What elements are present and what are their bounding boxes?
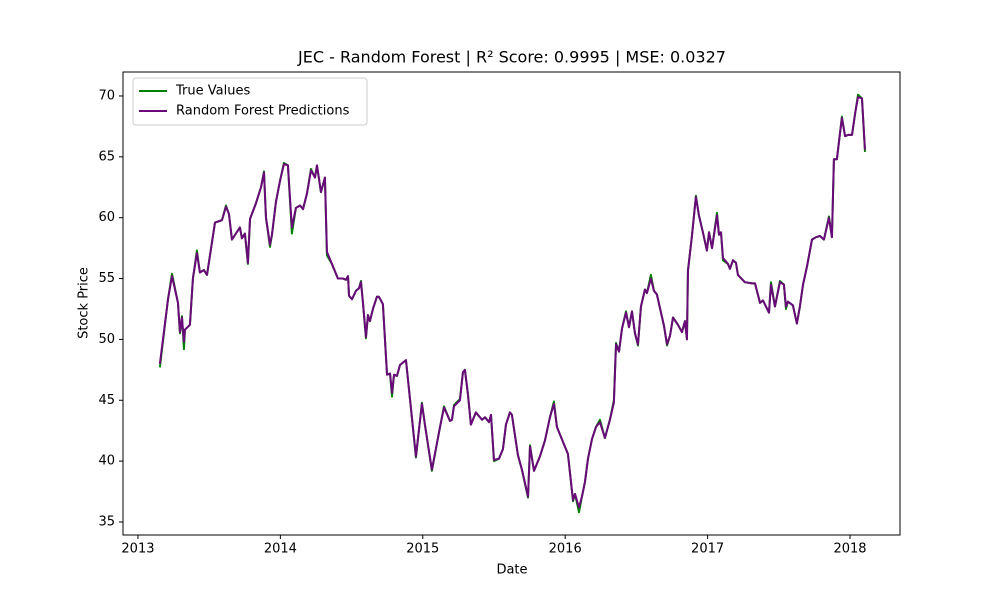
legend-box bbox=[132, 77, 368, 126]
legend-label: True Values bbox=[175, 84, 250, 99]
x-tick-label: 2014 bbox=[264, 542, 297, 557]
y-tick-label: 70 bbox=[98, 88, 115, 103]
x-tick-label: 2016 bbox=[549, 542, 582, 557]
x-axis-label: Date bbox=[496, 563, 527, 578]
x-tick-label: 2018 bbox=[833, 542, 866, 557]
x-tick-label: 2017 bbox=[691, 542, 724, 557]
y-tick-label: 35 bbox=[98, 514, 115, 529]
legend: True Values Random Forest Predictions bbox=[132, 77, 368, 126]
y-tick-label: 55 bbox=[98, 271, 115, 286]
legend-label: Random Forest Predictions bbox=[176, 104, 350, 119]
plot-frame bbox=[122, 71, 901, 536]
chart-title: JEC - Random Forest | R² Score: 0.9995 |… bbox=[297, 48, 726, 67]
y-tick-label: 40 bbox=[98, 454, 115, 469]
y-tick-label: 45 bbox=[98, 393, 115, 408]
y-axis-label: Stock Price bbox=[77, 267, 92, 339]
y-tick-label: 50 bbox=[98, 332, 115, 347]
x-tick-label: 2015 bbox=[406, 542, 439, 557]
y-tick-label: 60 bbox=[98, 210, 115, 225]
y-tick-label: 65 bbox=[98, 149, 115, 164]
series-line bbox=[158, 96, 866, 509]
x-tick-label: 2013 bbox=[121, 542, 154, 557]
